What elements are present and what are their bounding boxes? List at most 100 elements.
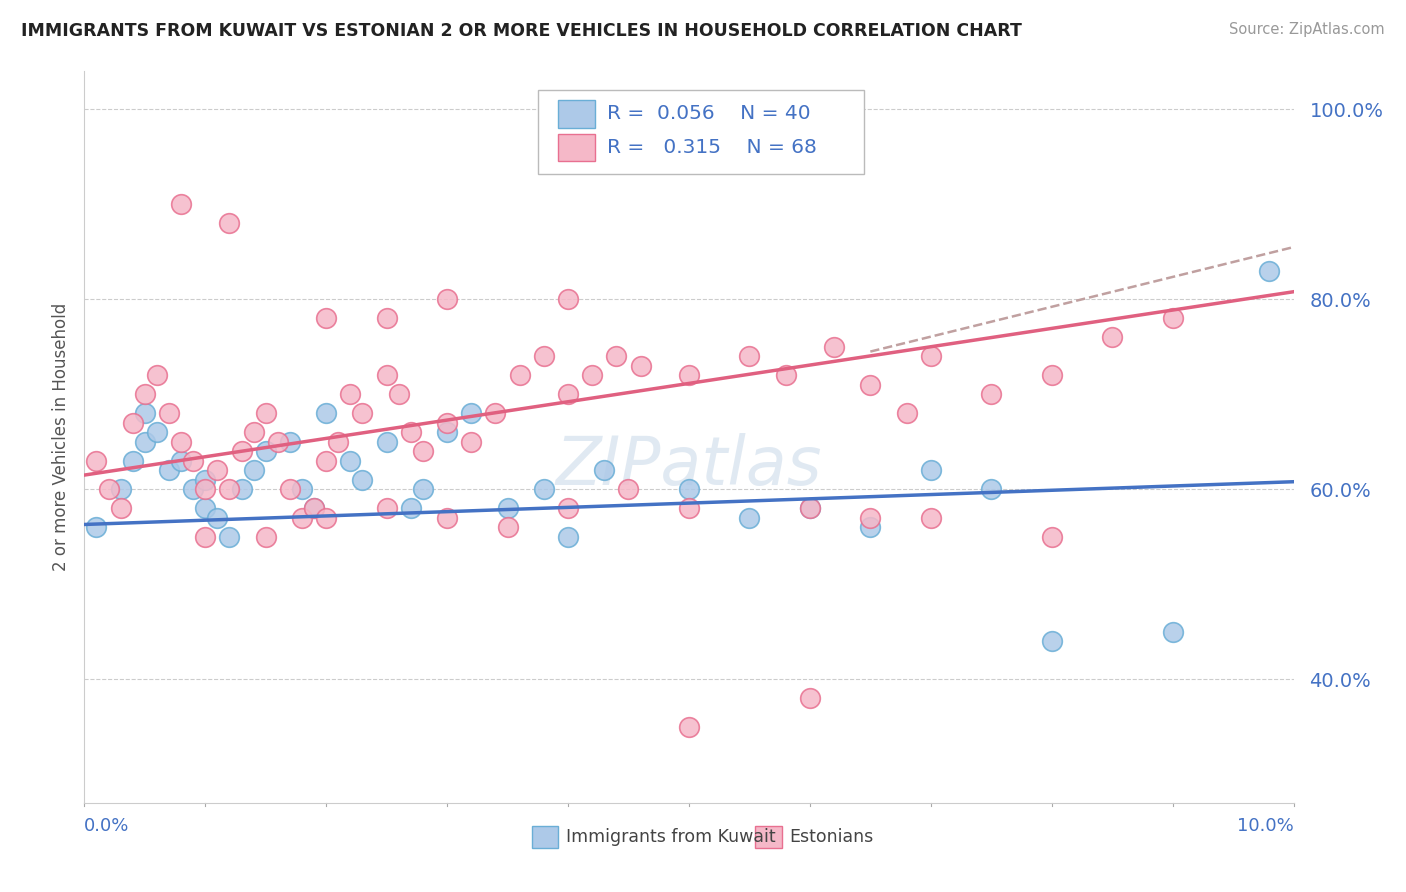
Point [557, 530, 579, 544]
FancyBboxPatch shape [531, 826, 558, 848]
Text: Source: ZipAtlas.com: Source: ZipAtlas.com [1229, 22, 1385, 37]
Point [291, 511, 314, 525]
Point [533, 349, 555, 363]
Point [436, 416, 458, 430]
Point [170, 454, 193, 468]
Point [254, 444, 277, 458]
Point [194, 473, 217, 487]
Point [375, 501, 398, 516]
Point [533, 483, 555, 497]
Point [291, 483, 314, 497]
Point [557, 501, 579, 516]
Point [617, 483, 640, 497]
Point [388, 387, 411, 401]
Point [315, 454, 337, 468]
Point [218, 216, 240, 230]
Point [121, 454, 143, 468]
Point [194, 530, 217, 544]
Point [738, 349, 761, 363]
Point [1258, 264, 1281, 278]
Point [157, 463, 180, 477]
Point [678, 720, 700, 734]
Point [181, 483, 204, 497]
Point [678, 483, 700, 497]
Point [242, 463, 264, 477]
Text: 10.0%: 10.0% [1237, 817, 1294, 835]
Point [1040, 634, 1063, 648]
Point [328, 434, 350, 449]
Point [436, 511, 458, 525]
Point [339, 387, 361, 401]
FancyBboxPatch shape [558, 100, 595, 128]
Point [170, 434, 193, 449]
Point [859, 520, 882, 534]
Point [181, 454, 204, 468]
Point [412, 444, 434, 458]
Point [678, 501, 700, 516]
Point [146, 368, 169, 383]
Point [352, 406, 374, 420]
FancyBboxPatch shape [755, 826, 782, 848]
Point [920, 511, 942, 525]
Point [375, 368, 398, 383]
Point [242, 425, 264, 440]
Point [375, 311, 398, 326]
Point [302, 501, 325, 516]
Point [1040, 530, 1063, 544]
Point [218, 530, 240, 544]
Point [375, 434, 398, 449]
Point [134, 406, 156, 420]
Text: R =   0.315    N = 68: R = 0.315 N = 68 [607, 138, 817, 157]
Point [799, 501, 821, 516]
Point [980, 387, 1002, 401]
Point [557, 293, 579, 307]
Point [678, 368, 700, 383]
Point [557, 387, 579, 401]
Point [775, 368, 797, 383]
Point [859, 511, 882, 525]
Point [254, 406, 277, 420]
Point [315, 511, 337, 525]
Point [509, 368, 531, 383]
Point [218, 483, 240, 497]
Point [339, 454, 361, 468]
Point [799, 501, 821, 516]
Text: ZIPatlas: ZIPatlas [555, 434, 823, 500]
Point [315, 406, 337, 420]
Text: 0.0%: 0.0% [84, 817, 129, 835]
Point [157, 406, 180, 420]
Point [1101, 330, 1123, 344]
Point [86, 454, 108, 468]
Point [460, 406, 482, 420]
Text: R =  0.056    N = 40: R = 0.056 N = 40 [607, 104, 810, 123]
Point [1161, 624, 1184, 639]
Point [231, 483, 253, 497]
Point [1040, 368, 1063, 383]
Point [231, 444, 253, 458]
Point [134, 434, 156, 449]
Point [399, 501, 422, 516]
FancyBboxPatch shape [538, 90, 865, 174]
Point [980, 483, 1002, 497]
Point [1161, 311, 1184, 326]
Point [581, 368, 603, 383]
Point [278, 434, 301, 449]
Point [738, 511, 761, 525]
Point [399, 425, 422, 440]
Point [412, 483, 434, 497]
Point [146, 425, 169, 440]
Point [110, 483, 132, 497]
Point [278, 483, 301, 497]
Point [110, 501, 132, 516]
Point [254, 530, 277, 544]
Point [859, 377, 882, 392]
Point [436, 293, 458, 307]
Point [121, 416, 143, 430]
Point [170, 197, 193, 211]
Point [134, 387, 156, 401]
Point [460, 434, 482, 449]
Point [920, 349, 942, 363]
Point [496, 501, 519, 516]
Text: IMMIGRANTS FROM KUWAIT VS ESTONIAN 2 OR MORE VEHICLES IN HOUSEHOLD CORRELATION C: IMMIGRANTS FROM KUWAIT VS ESTONIAN 2 OR … [21, 22, 1022, 40]
Text: Immigrants from Kuwait: Immigrants from Kuwait [565, 828, 775, 847]
